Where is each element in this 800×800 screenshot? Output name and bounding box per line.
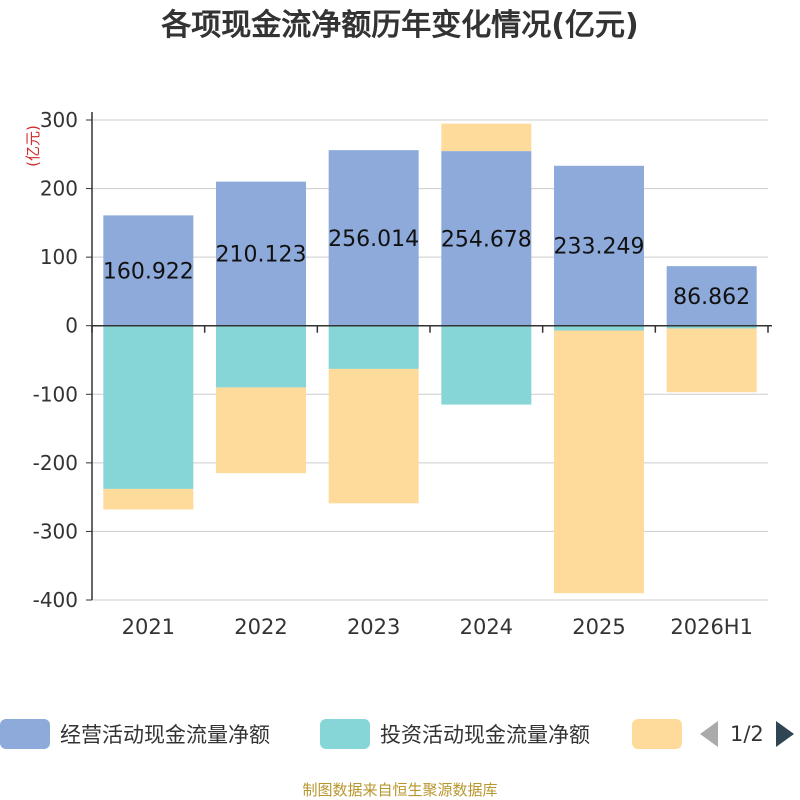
- bar-series1-2025: [554, 165, 644, 326]
- legend-pager: 1/2: [700, 716, 794, 752]
- bar-series1-2026H1: [666, 266, 757, 326]
- bar-series2-2021: [103, 325, 194, 489]
- bar-series1-2023: [328, 150, 419, 326]
- y-tick-label: 300: [40, 108, 78, 132]
- bar-series1-2022: [216, 181, 306, 326]
- source-note: 制图数据来自恒生聚源数据库: [302, 781, 498, 799]
- bar-series3-2022: [216, 387, 306, 474]
- bar-series1-2024: [441, 151, 532, 326]
- y-tick-label: -300: [33, 519, 78, 543]
- bar-series2-2026H1: [666, 325, 757, 329]
- x-tick-label: 2025: [572, 615, 625, 639]
- y-tick-label: 0: [65, 314, 78, 338]
- bar-series3-2023: [328, 368, 419, 504]
- legend-item-investing[interactable]: 投资活动现金流量净额: [320, 716, 590, 752]
- legend-swatch-investing: [320, 719, 370, 749]
- y-tick-label: -200: [33, 451, 78, 475]
- x-tick-label: 2024: [460, 615, 513, 639]
- next-page-icon[interactable]: [775, 721, 794, 747]
- y-axis-label: (亿元): [24, 125, 42, 167]
- pager-text: 1/2: [730, 722, 764, 746]
- prev-page-icon[interactable]: [700, 721, 718, 747]
- x-tick-label: 2021: [122, 615, 175, 639]
- bar-series3-2026H1: [666, 328, 757, 393]
- legend-item-third[interactable]: [632, 716, 692, 752]
- data-label: 86.862: [673, 285, 750, 310]
- bar-series3-2024: [441, 123, 532, 152]
- y-tick-label: 100: [40, 245, 78, 269]
- bar-series2-2022: [216, 325, 306, 388]
- data-label: 210.123: [216, 243, 307, 268]
- legend-swatch-operating: [0, 719, 50, 749]
- legend-label-operating: 经营活动现金流量净额: [60, 723, 270, 747]
- bar-series3-2021: [103, 488, 194, 510]
- bar-series2-2025: [554, 325, 644, 331]
- data-label: 254.678: [441, 227, 532, 252]
- data-label: 233.249: [554, 235, 645, 260]
- y-tick-label: -400: [33, 588, 78, 612]
- y-tick-label: 200: [40, 177, 78, 201]
- legend-label-investing: 投资活动现金流量净额: [380, 723, 590, 747]
- legend-swatch-third: [632, 719, 682, 749]
- x-tick-label: 2026H1: [670, 615, 753, 639]
- x-tick-label: 2022: [234, 615, 287, 639]
- bar-series2-2024: [441, 325, 532, 405]
- bar-series1-2021: [103, 215, 194, 326]
- y-tick-label: -100: [33, 382, 78, 406]
- legend-item-operating[interactable]: 经营活动现金流量净额: [0, 716, 270, 752]
- chart-title: 各项现金流净额历年变化情况(亿元): [161, 8, 639, 43]
- bar-series3-2025: [554, 330, 644, 594]
- bar-series2-2023: [328, 325, 419, 369]
- x-tick-label: 2023: [347, 615, 400, 639]
- data-label: 256.014: [328, 227, 419, 252]
- data-label: 160.922: [103, 260, 194, 285]
